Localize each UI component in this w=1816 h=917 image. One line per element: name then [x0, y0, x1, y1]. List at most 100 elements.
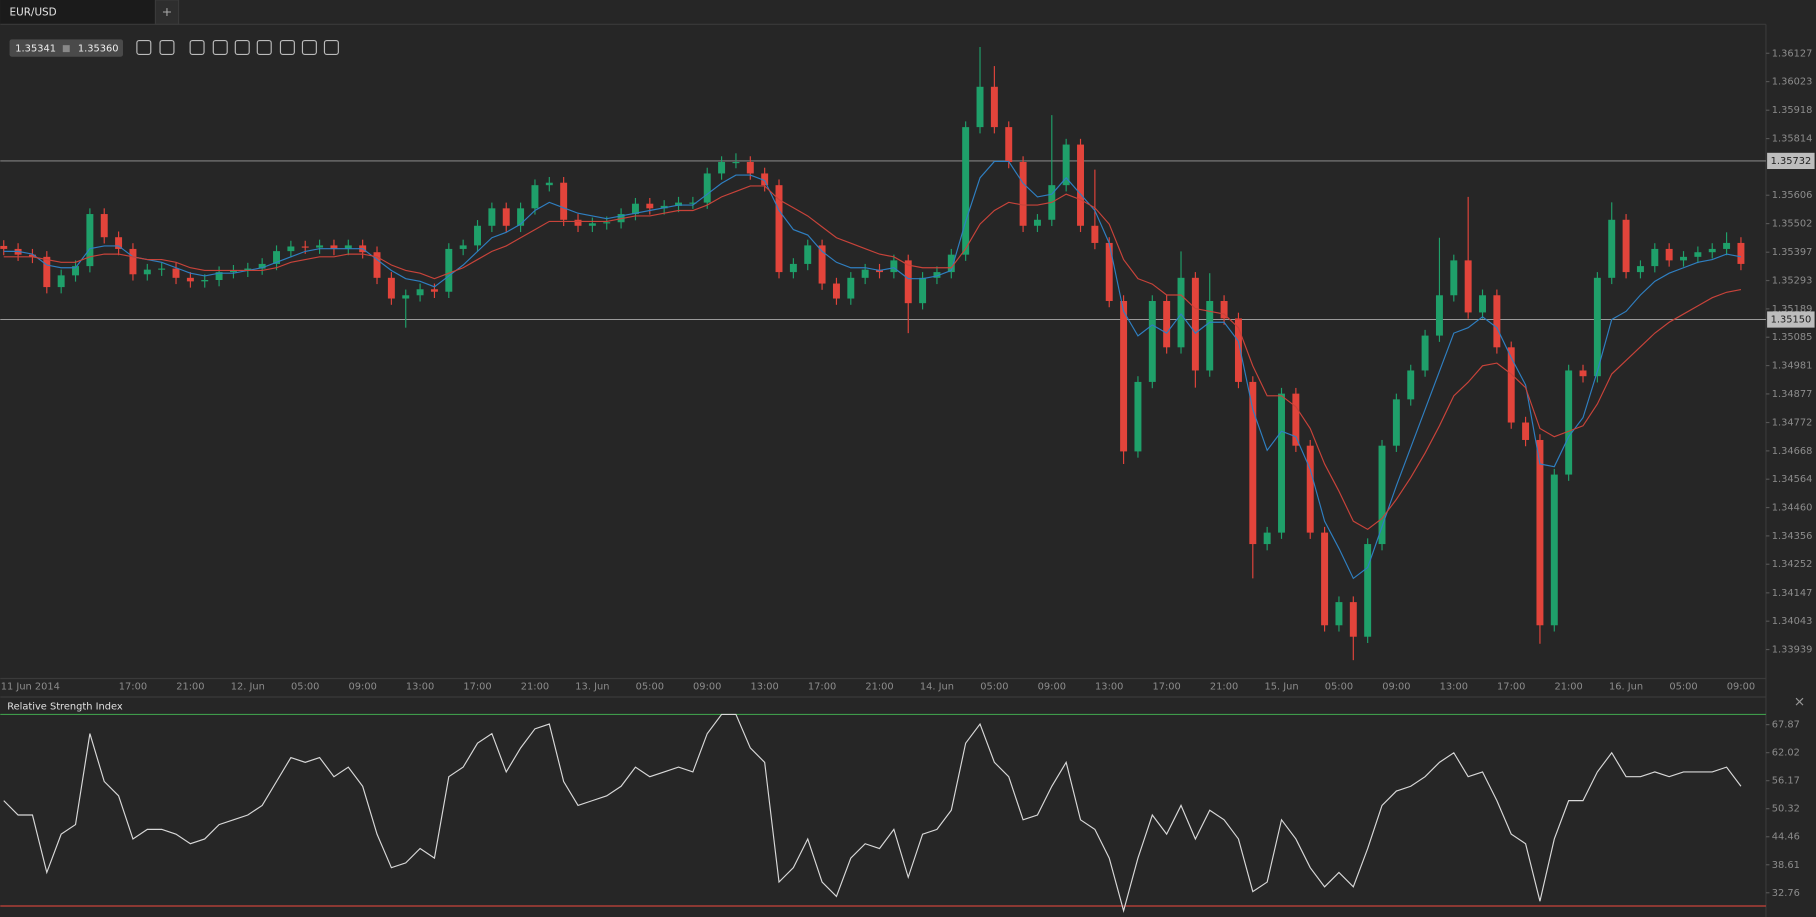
candle-body: [273, 251, 280, 264]
candle-body: [990, 86, 998, 128]
candle-body: [1550, 474, 1558, 626]
studies-button[interactable]: [256, 39, 272, 55]
candle-body: [919, 277, 927, 304]
x-tick-label: 13. Jun: [575, 682, 609, 693]
candle-body: [1680, 256, 1687, 261]
rsi-close-button[interactable]: [1795, 697, 1804, 706]
objects-button[interactable]: [279, 39, 295, 55]
candle-body: [689, 202, 697, 204]
moving-average-line: [3, 185, 1742, 531]
candle-body: [947, 254, 955, 273]
y-tick-label: 1.35502: [1772, 219, 1813, 230]
rsi-title: Relative Strength Index: [7, 701, 123, 712]
y-tick-label: 67.87: [1772, 720, 1800, 731]
candle-body: [1737, 242, 1745, 264]
x-tick-label: 05:00: [980, 682, 1008, 693]
level-label-box: [1767, 311, 1815, 328]
timeframe-button[interactable]: [189, 39, 205, 55]
candle-body: [574, 219, 582, 226]
candle-body: [1292, 393, 1300, 446]
zoom-out-button[interactable]: [136, 39, 152, 55]
bid-price: 1.35341: [15, 44, 56, 55]
x-tick-label: 17:00: [463, 682, 491, 693]
candle-body: [732, 162, 740, 164]
candle-body: [1077, 144, 1084, 226]
candle-body: [1062, 144, 1070, 186]
candle-body: [1392, 399, 1400, 446]
candle-body: [316, 245, 324, 248]
candle-body: [1493, 295, 1501, 348]
tab[interactable]: [0, 0, 156, 25]
candle-body: [1378, 445, 1386, 545]
candle-body: [287, 246, 295, 252]
candle-body: [1120, 300, 1128, 452]
x-tick-label: 15. Jun: [1264, 682, 1298, 693]
y-tick-label: 1.36127: [1772, 48, 1813, 59]
chart-type-button[interactable]: [212, 39, 228, 55]
x-tick-label: 17:00: [808, 682, 836, 693]
candle-body: [186, 277, 194, 282]
candle-body: [1636, 266, 1644, 273]
rsi-line: [3, 713, 1742, 913]
candle-body: [387, 277, 395, 299]
candle-body: [258, 263, 266, 269]
x-tick-label: 21:00: [176, 682, 204, 693]
candle-body: [560, 182, 568, 220]
zoom-in-button[interactable]: [159, 39, 175, 55]
candle-body: [1321, 532, 1329, 626]
add-tab-label: +: [162, 5, 173, 20]
candle-body: [746, 162, 754, 174]
candles: [0, 47, 1745, 661]
candle-body: [488, 208, 496, 226]
tab-symbol: EUR/USD: [10, 7, 57, 19]
candle-body: [646, 203, 654, 209]
candle-body: [603, 222, 611, 224]
y-tick-label: 1.35918: [1772, 105, 1813, 116]
candle-body: [1450, 260, 1458, 296]
candle-body: [1464, 260, 1472, 313]
candle-body: [1278, 393, 1285, 533]
candle-body: [718, 162, 726, 174]
x-tick-label: 21:00: [865, 682, 893, 693]
candle-body: [675, 202, 682, 206]
quote-separator: [62, 45, 70, 53]
candle-body: [344, 245, 352, 249]
candle-body: [1364, 544, 1372, 637]
edit-button[interactable]: [301, 39, 317, 55]
candle-body: [1651, 248, 1659, 267]
candle-body: [72, 266, 79, 276]
candle-body: [1191, 277, 1199, 371]
candle-body: [474, 225, 481, 246]
candle-body: [502, 208, 510, 226]
x-tick-label: 09:00: [1038, 682, 1066, 693]
candle-body: [1421, 335, 1429, 371]
y-tick-label: 1.35397: [1772, 247, 1813, 258]
moving-average-line: [3, 160, 1742, 580]
candle-body: [330, 245, 338, 249]
candle-body: [588, 223, 596, 226]
indicators-button[interactable]: [234, 39, 250, 55]
candle-body: [445, 248, 453, 292]
y-tick-label: 1.35085: [1772, 332, 1813, 343]
level-label: 1.35732: [1771, 156, 1812, 167]
x-tick-label: 21:00: [1554, 682, 1582, 693]
candle-body: [1234, 318, 1242, 382]
x-tick-label: 16. Jun: [1609, 682, 1643, 693]
candle-body: [1608, 219, 1616, 278]
candle-body: [789, 263, 797, 273]
candle-body: [703, 173, 711, 203]
candle-body: [459, 245, 467, 249]
candle-body: [1694, 252, 1702, 257]
x-tick-label: 05:00: [1669, 682, 1697, 693]
candle-body: [1033, 219, 1041, 226]
y-tick-label: 1.35293: [1772, 276, 1813, 287]
draw-button[interactable]: [323, 39, 339, 55]
candle-body: [1263, 532, 1271, 545]
x-tick-label: 14. Jun: [920, 682, 954, 693]
candle-body: [373, 252, 381, 278]
x-tick-label: 12. Jun: [231, 682, 265, 693]
y-tick-label: 1.34772: [1772, 418, 1813, 429]
candle-body: [1177, 277, 1185, 348]
x-tick-label: 09:00: [1727, 682, 1755, 693]
y-tick-label: 1.34668: [1772, 446, 1813, 457]
